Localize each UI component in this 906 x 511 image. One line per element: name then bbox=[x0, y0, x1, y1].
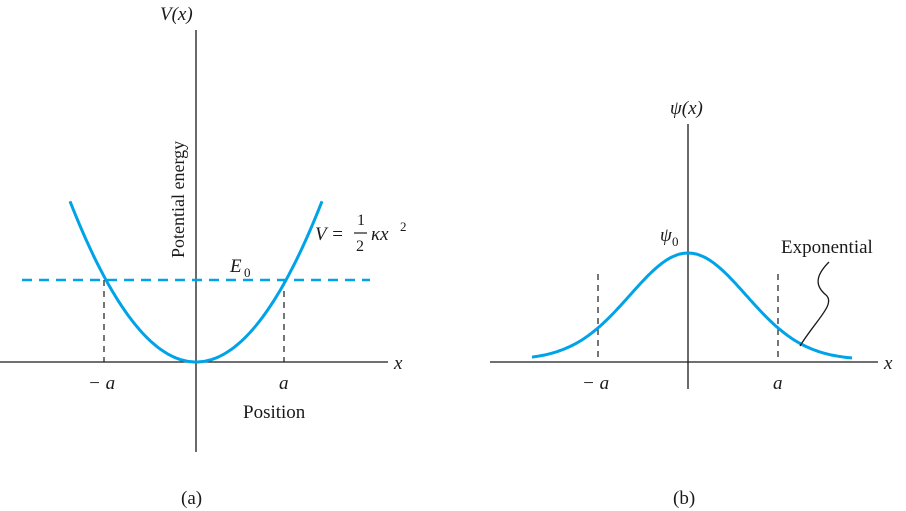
formula-numerator: 1 bbox=[357, 212, 365, 229]
panel-a: V(x) Potential energy x Position − a a E… bbox=[0, 4, 407, 509]
panel-a-tick-a: a bbox=[279, 373, 289, 394]
potential-curve bbox=[68, 200, 324, 364]
formula-lhs: V = bbox=[315, 224, 344, 245]
panel-b-caption: (b) bbox=[673, 488, 695, 509]
panel-a-x-axis-label: x bbox=[393, 353, 403, 374]
potential-formula: V = 1 2 κx 2 bbox=[315, 212, 407, 255]
wavefunction-curve bbox=[531, 251, 853, 360]
panel-a-caption: (a) bbox=[181, 488, 202, 509]
panel-a-y-axis-title: Potential energy bbox=[168, 141, 188, 258]
energy-level-subscript: 0 bbox=[244, 265, 251, 280]
panel-b-y-axis-label: ψ(x) bbox=[670, 98, 703, 119]
energy-level-label: E bbox=[229, 256, 242, 277]
peak-subscript: 0 bbox=[672, 234, 679, 249]
panel-a-y-axis-label: V(x) bbox=[160, 4, 193, 25]
exponential-leader-line bbox=[799, 261, 830, 347]
panel-b-tick-a: a bbox=[773, 373, 783, 394]
panel-b-tick-neg-a: − a bbox=[582, 373, 609, 394]
panel-a-tick-neg-a: − a bbox=[88, 373, 115, 394]
formula-denominator: 2 bbox=[356, 238, 364, 255]
formula-rhs: κx bbox=[371, 224, 389, 245]
panel-b-x-axis-label: x bbox=[883, 353, 893, 374]
panel-b: ψ(x) x − a a ψ 0 Exponential (b) bbox=[490, 98, 893, 509]
panel-a-x-axis-title: Position bbox=[243, 402, 306, 423]
formula-exponent: 2 bbox=[400, 219, 407, 234]
peak-label: ψ bbox=[660, 225, 673, 246]
exponential-annotation: Exponential bbox=[781, 237, 873, 258]
